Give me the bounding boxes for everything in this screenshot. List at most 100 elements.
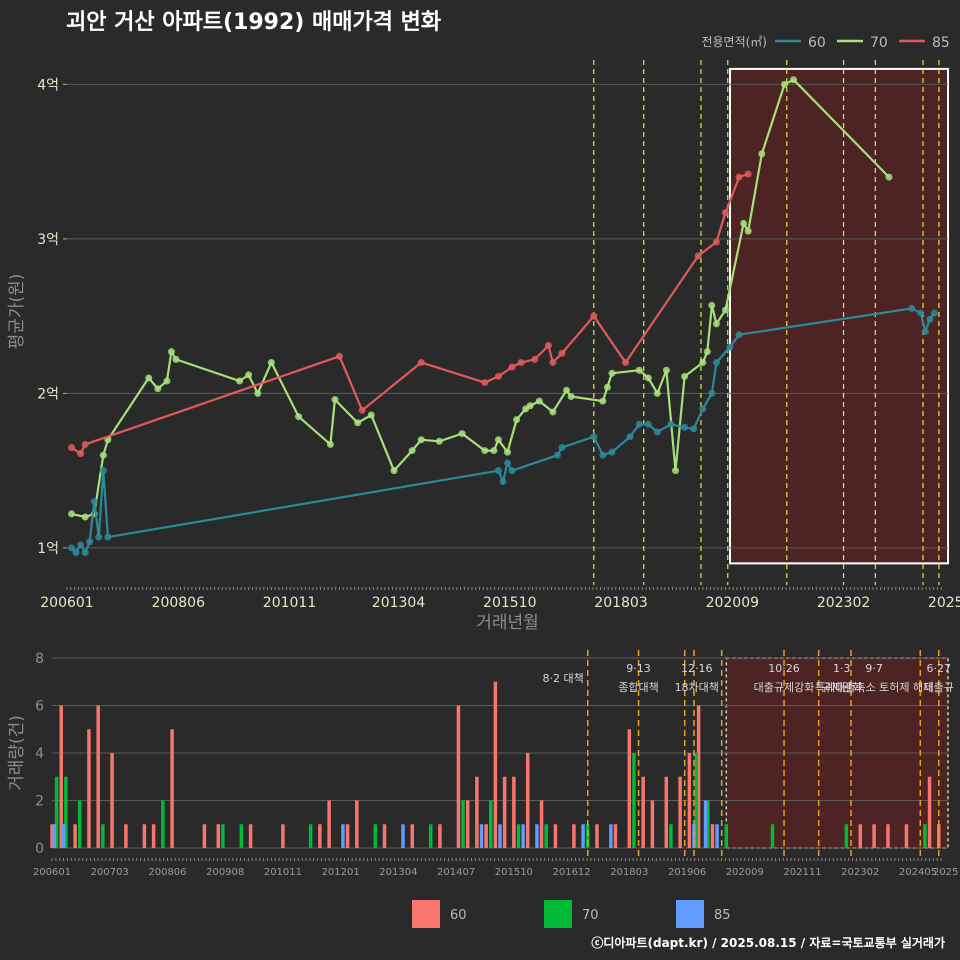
data-point-70 bbox=[236, 377, 244, 385]
data-point-70 bbox=[458, 430, 466, 438]
data-point-70 bbox=[885, 173, 893, 181]
data-point-85 bbox=[549, 358, 557, 366]
data-point-70 bbox=[603, 383, 611, 391]
data-point-70 bbox=[672, 467, 680, 475]
data-point-85 bbox=[721, 209, 729, 217]
data-point-70 bbox=[599, 397, 607, 405]
bar-60 bbox=[493, 681, 498, 848]
data-point-60 bbox=[68, 544, 76, 552]
volume-bar-chart: 0 2 4 6 8 8·2 대책 9·13 종합대책 12·16 18차대책 10·26 대출규제강화… bbox=[7, 650, 958, 928]
bar-60 bbox=[512, 776, 516, 848]
data-point-60 bbox=[917, 309, 925, 317]
bar-70 bbox=[669, 824, 673, 848]
bar-60 bbox=[484, 824, 488, 848]
bar-60 bbox=[696, 705, 701, 848]
data-point-60 bbox=[635, 420, 643, 428]
bar-70 bbox=[461, 800, 465, 848]
bar-85 bbox=[609, 824, 613, 848]
legend-label-70: 70 bbox=[582, 908, 599, 923]
data-point-60 bbox=[708, 389, 716, 397]
data-point-85 bbox=[712, 238, 720, 246]
data-point-70 bbox=[245, 371, 253, 379]
bar-70 bbox=[308, 824, 313, 848]
highlight-region bbox=[729, 67, 950, 565]
data-point-70 bbox=[535, 397, 543, 405]
x-tick-label: 201510 bbox=[483, 595, 536, 611]
data-point-60 bbox=[926, 315, 934, 323]
bar-60 bbox=[627, 729, 632, 848]
data-point-70 bbox=[367, 411, 375, 419]
bar-60 bbox=[151, 824, 156, 848]
data-point-60 bbox=[930, 309, 938, 317]
bar-60 bbox=[216, 824, 220, 848]
bar-70 bbox=[239, 824, 244, 848]
y-tick-label: 0 bbox=[35, 841, 44, 857]
data-point-60 bbox=[104, 533, 112, 541]
x-tick-label: 201011 bbox=[264, 867, 302, 878]
bar-60 bbox=[50, 824, 54, 848]
annotation-date: 10·26 bbox=[768, 662, 800, 675]
bar-60 bbox=[553, 824, 558, 848]
data-point-70 bbox=[172, 355, 180, 363]
y-tick-label: 4억 bbox=[37, 77, 59, 93]
data-point-60 bbox=[553, 451, 561, 459]
data-point-85 bbox=[531, 355, 539, 363]
x-tick-label: 200806 bbox=[152, 595, 206, 611]
data-point-70 bbox=[526, 402, 534, 410]
data-point-85 bbox=[358, 406, 366, 414]
data-point-70 bbox=[712, 320, 720, 328]
data-point-60 bbox=[99, 467, 107, 475]
x-tick-label: 202009 bbox=[726, 867, 764, 878]
data-point-60 bbox=[608, 448, 616, 456]
bar-60 bbox=[687, 753, 692, 848]
data-point-70 bbox=[145, 374, 153, 382]
x-tick-label: 201803 bbox=[610, 867, 648, 878]
data-point-60 bbox=[508, 467, 516, 475]
x-tick-label: 200806 bbox=[148, 867, 186, 878]
bar-60 bbox=[124, 824, 128, 848]
legend-label-60: 60 bbox=[808, 35, 826, 51]
bar-85 bbox=[581, 824, 585, 848]
data-point-85 bbox=[335, 352, 343, 360]
data-point-85 bbox=[68, 443, 76, 451]
data-point-60 bbox=[72, 549, 80, 557]
bar-70 bbox=[428, 824, 433, 848]
data-point-60 bbox=[921, 328, 929, 336]
bar-60 bbox=[345, 824, 350, 848]
data-point-60 bbox=[681, 423, 689, 431]
data-point-85 bbox=[622, 358, 630, 366]
bar-60 bbox=[202, 824, 207, 848]
bar-85 bbox=[703, 800, 708, 848]
bar-70 bbox=[489, 800, 493, 848]
x-tick-label: 200601 bbox=[33, 867, 71, 878]
data-point-70 bbox=[490, 447, 498, 455]
bar-60 bbox=[641, 776, 645, 848]
data-point-60 bbox=[558, 443, 566, 451]
data-point-70 bbox=[390, 467, 398, 475]
annotation-text: 규제완화 bbox=[822, 681, 862, 694]
bar-60 bbox=[475, 776, 479, 848]
bar-70 bbox=[770, 824, 775, 848]
x-tick-label: 200601 bbox=[40, 595, 93, 611]
bar-60 bbox=[595, 824, 599, 848]
data-point-70 bbox=[699, 358, 707, 366]
data-point-70 bbox=[81, 513, 89, 521]
data-point-60 bbox=[699, 405, 707, 413]
data-point-60 bbox=[735, 331, 743, 339]
data-point-70 bbox=[99, 451, 107, 459]
data-point-85 bbox=[694, 252, 702, 260]
bar-60 bbox=[678, 776, 682, 848]
data-point-70 bbox=[163, 377, 171, 385]
bar-70 bbox=[373, 824, 378, 848]
data-point-70 bbox=[567, 392, 575, 400]
x-tick-label: 201803 bbox=[594, 595, 647, 611]
data-point-70 bbox=[435, 437, 443, 445]
legend-label-85: 85 bbox=[714, 908, 731, 923]
data-point-70 bbox=[758, 150, 766, 158]
data-point-70 bbox=[504, 448, 511, 456]
annotation-date: 1·3 bbox=[833, 662, 851, 675]
data-point-70 bbox=[635, 366, 643, 374]
bar-60 bbox=[872, 824, 876, 848]
bar-60 bbox=[613, 824, 618, 848]
